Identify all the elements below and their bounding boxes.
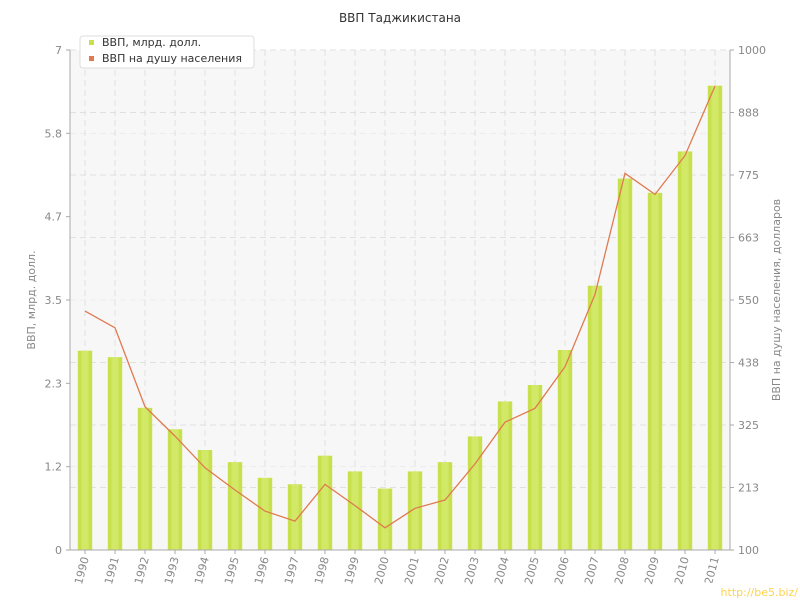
bar-series (77, 85, 723, 551)
legend[interactable]: ВВП, млрд. долл. ВВП на душу населения (79, 35, 255, 69)
bar-highlight (621, 178, 629, 551)
bar-highlight (141, 407, 149, 550)
right-tick-label: 775 (738, 169, 759, 182)
bar-highlight (471, 436, 479, 550)
bar-highlight (351, 471, 359, 550)
bar-highlight (201, 450, 209, 550)
line-point[interactable] (653, 192, 657, 196)
bar-highlight (681, 151, 689, 550)
right-tick-label: 663 (738, 232, 759, 245)
watermark-link[interactable]: http://be5.biz/ (721, 586, 799, 599)
right-tick-label: 888 (738, 107, 759, 120)
legend-swatch-gdp-per-capita (89, 56, 94, 61)
legend-label-gdp-per-capita: ВВП на душу населения (102, 52, 242, 65)
line-path (84, 85, 716, 529)
bar-highlight (231, 462, 239, 550)
bar-highlight (531, 385, 539, 550)
line-point[interactable] (713, 84, 717, 88)
legend-box (79, 35, 255, 69)
line-point[interactable] (443, 498, 447, 502)
line-point[interactable] (683, 154, 687, 158)
line-point[interactable] (623, 171, 627, 175)
bar-highlight (651, 192, 659, 550)
line-point[interactable] (113, 326, 117, 330)
left-tick-label: 2.3 (45, 377, 63, 390)
watermark-background (693, 583, 800, 600)
bar-highlight (171, 429, 179, 550)
line-point[interactable] (323, 482, 327, 486)
left-tick-label: 3.5 (45, 294, 63, 307)
right-axis-title: ВВП на душу населения, долларов (770, 199, 783, 401)
right-tick-label: 438 (738, 357, 759, 370)
line-point[interactable] (83, 309, 87, 313)
line-point[interactable] (293, 519, 297, 523)
bar-highlight (321, 455, 329, 550)
left-axis-ticks: 0 1.2 2.3 3.5 4.7 5.8 7 (45, 44, 70, 557)
left-tick-label: 1.2 (45, 461, 63, 474)
right-tick-label: 100 (738, 544, 759, 557)
right-axis-ticks: 100 213 325 438 550 663 775 888 1000 (730, 44, 766, 557)
line-point[interactable] (413, 506, 417, 510)
bar-highlight (261, 477, 269, 550)
line-point[interactable] (473, 462, 477, 466)
right-tick-label: 1000 (738, 44, 766, 57)
bar-highlight (81, 350, 89, 550)
bar-highlight (501, 401, 509, 550)
bar-highlight (381, 488, 389, 550)
bar-highlight (711, 85, 719, 550)
right-tick-label: 550 (738, 294, 759, 307)
line-point[interactable] (203, 466, 207, 470)
line-series (83, 84, 717, 530)
line-point[interactable] (533, 406, 537, 410)
line-point[interactable] (503, 420, 507, 424)
bar-highlight (291, 484, 299, 550)
legend-label-gdp: ВВП, млрд. долл. (102, 36, 201, 49)
watermark[interactable]: http://be5.biz/ (693, 583, 800, 600)
line-point[interactable] (233, 488, 237, 492)
left-axis-title: ВВП, млрд. долл. (25, 250, 38, 349)
left-tick-label: 7 (55, 44, 62, 57)
line-point[interactable] (173, 434, 177, 438)
bar-highlight (441, 462, 449, 550)
chart-title: ВВП Таджикистана (339, 11, 461, 25)
left-tick-label: 5.8 (45, 127, 63, 140)
line-point[interactable] (353, 504, 357, 508)
bar-highlight (411, 471, 419, 550)
line-point[interactable] (143, 405, 147, 409)
right-tick-label: 325 (738, 419, 759, 432)
legend-swatch-gdp (89, 40, 94, 45)
line-point[interactable] (383, 526, 387, 530)
right-tick-label: 213 (738, 482, 759, 495)
bar-highlight (561, 350, 569, 550)
left-tick-label: 4.7 (45, 211, 63, 224)
bar-highlight (591, 285, 599, 550)
line-point[interactable] (593, 292, 597, 296)
left-tick-label: 0 (55, 544, 62, 557)
line-point[interactable] (563, 365, 567, 369)
bar-highlight (111, 357, 119, 550)
line-point[interactable] (263, 509, 267, 513)
